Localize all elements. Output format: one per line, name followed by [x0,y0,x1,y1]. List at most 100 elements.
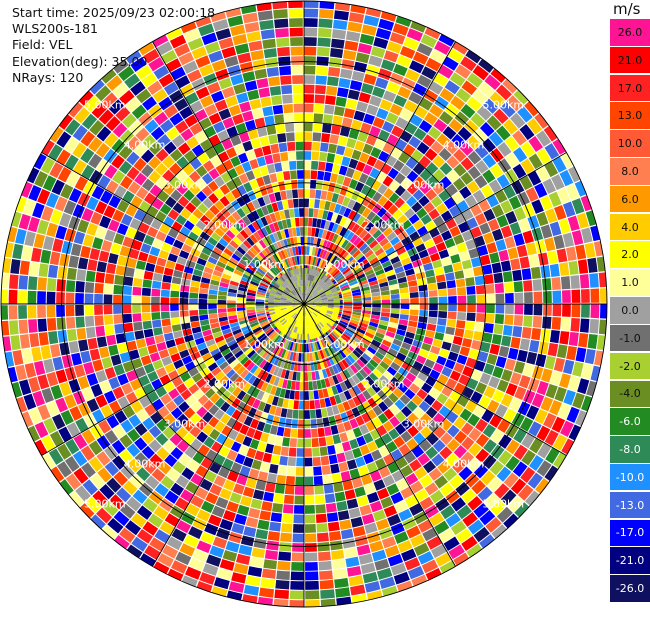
velocity-gate [282,514,293,523]
velocity-gate [344,108,355,119]
velocity-gate [279,456,288,465]
ring-distance-label: 2.00km [363,218,405,231]
velocity-gate [108,345,119,356]
velocity-gate [199,304,208,309]
velocity-gate [304,189,310,198]
ring-distance-label: 4.00km [443,457,485,470]
velocity-gate [334,578,349,588]
velocity-gate [232,114,244,125]
velocity-gate [327,153,336,163]
velocity-gate [523,316,532,327]
velocity-gate [292,553,304,562]
ring-distance-label: 1.00km [243,338,285,351]
velocity-gate [95,272,105,283]
velocity-gate [89,248,100,260]
velocity-gate [321,408,328,417]
velocity-gate [243,487,254,498]
velocity-gate [268,77,280,87]
velocity-gate [492,262,502,273]
velocity-gate [347,498,359,509]
velocity-gate [74,231,85,244]
velocity-gate [277,427,285,437]
velocity-gate [312,438,319,447]
velocity-gate [271,95,282,105]
velocity-gate [361,83,374,94]
velocity-gate [230,74,243,85]
velocity-gate [95,326,105,337]
velocity-gate [244,585,259,596]
velocity-gate [289,9,303,18]
velocity-gate [170,291,179,298]
velocity-gate [483,363,494,375]
velocity-gate [587,258,597,273]
velocity-gate [492,229,503,241]
velocity-gate [305,505,315,514]
velocity-gate [293,524,304,533]
velocity-gate [467,304,476,312]
velocity-gate [305,590,319,599]
velocity-gate [230,492,242,503]
velocity-gate [297,363,301,372]
velocity-gate [263,492,274,502]
velocity-gate [578,259,588,274]
velocity-gate [514,315,523,326]
velocity-gate [301,256,303,265]
velocity-gate [318,428,325,437]
velocity-gate [408,280,417,287]
velocity-gate [304,94,314,103]
velocity-gate [287,409,293,418]
velocity-gate [106,335,116,346]
velocity-gate [547,250,558,264]
ring-distance-label: 3.00km [164,418,206,431]
velocity-gate [279,143,288,152]
velocity-gate [522,268,532,280]
velocity-gate [575,347,586,362]
ring-distance-label: 2.00km [363,378,405,391]
velocity-gate [304,237,307,246]
velocity-gate [316,523,327,532]
velocity-gate [299,391,304,400]
velocity-gate [262,106,273,116]
velocity-gate [278,552,291,561]
velocity-gate [328,144,337,154]
velocity-gate [37,291,46,304]
velocity-gate [280,533,292,542]
velocity-gate [391,294,400,299]
velocity-gate [47,278,56,291]
velocity-gate [505,304,514,314]
velocity-gate [354,110,365,121]
velocity-gate [315,504,326,513]
velocity-gate [38,277,47,290]
velocity-gate [557,249,568,263]
velocity-gate [308,218,313,227]
velocity-gate [28,276,38,290]
velocity-gate [9,305,18,319]
velocity-gate [161,305,170,312]
velocity-gate [345,557,359,568]
velocity-gate [246,575,261,586]
velocity-gate [550,330,560,343]
velocity-gate [477,304,486,313]
velocity-gate [322,124,332,134]
velocity-gate [218,304,227,308]
velocity-gate [209,289,218,294]
velocity-gate [124,276,134,286]
velocity-gate [570,275,580,289]
velocity-gate [269,522,281,532]
velocity-gate [260,462,270,472]
ring-distance-label: 5.00km [84,99,126,112]
velocity-gate [457,312,466,320]
velocity-gate [315,400,321,409]
velocity-gate [561,318,570,331]
velocity-gate [276,38,289,48]
velocity-gate [317,47,330,56]
velocity-gate [304,113,313,122]
velocity-gate [448,296,457,303]
velocity-gate [338,136,348,146]
velocity-gate [544,237,555,251]
velocity-gate [347,22,362,33]
velocity-gate [551,277,561,290]
velocity-gate [317,533,329,542]
velocity-gate [288,400,294,409]
velocity-gate [563,232,574,247]
